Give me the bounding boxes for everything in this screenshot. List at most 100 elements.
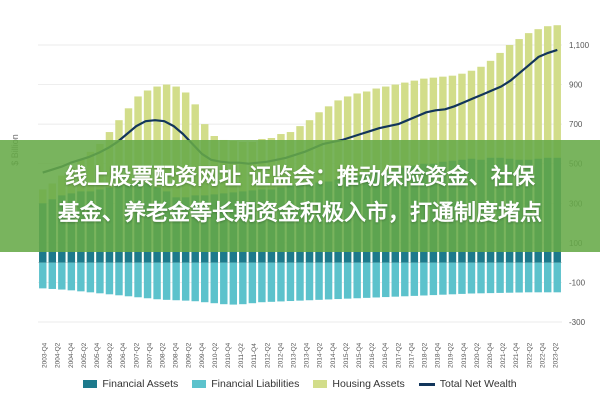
financial-liabilities-bar: [77, 262, 85, 292]
legend-item: Financial Liabilities: [192, 378, 299, 390]
watermark-banner: 线上股票配资网址 证监会：推动保险资金、社保 基金、养老金等长期资金积极入市，打…: [0, 140, 600, 252]
x-tick-label: 2012-Q4: [277, 342, 284, 368]
banner-text: 线上股票配资网址 证监会：推动保险资金、社保 基金、养老金等长期资金积极入市，打…: [46, 160, 554, 232]
financial-liabilities-bar: [543, 262, 552, 293]
x-tick-label: 2005-Q4: [94, 342, 101, 368]
x-tick-label: 2019-Q2: [448, 342, 455, 368]
financial-liabilities-bar: [153, 262, 161, 300]
legend-label: Housing Assets: [332, 378, 405, 390]
x-tick-label: 2020-Q4: [487, 342, 494, 368]
financial-liabilities-bar: [353, 262, 361, 299]
financial-liabilities-bar: [362, 262, 371, 298]
x-tick-label: 2004-Q2: [55, 342, 62, 368]
financial-liabilities-bar: [439, 262, 447, 295]
x-tick-label: 2022-Q2: [526, 342, 533, 368]
y-tick-label: -100: [569, 278, 586, 287]
banner-line-2: 基金、养老金等长期资金积极入市，打通制度堵点: [57, 201, 542, 226]
financial-liabilities-bar: [496, 262, 504, 293]
legend-swatch: [313, 380, 328, 388]
y-tick-label: 1,100: [569, 41, 590, 50]
x-tick-label: 2014-Q2: [317, 342, 324, 368]
x-tick-label: 2003-Q4: [42, 342, 49, 368]
financial-liabilities-bar: [115, 262, 123, 296]
financial-liabilities-bar: [134, 262, 142, 298]
financial-liabilities-bar: [458, 262, 466, 294]
x-tick-label: 2013-Q2: [290, 342, 297, 368]
financial-liabilities-bar: [324, 262, 333, 300]
x-tick-label: 2014-Q4: [330, 342, 337, 368]
x-tick-label: 2006-Q4: [120, 342, 127, 368]
financial-liabilities-bar: [96, 262, 104, 294]
legend-swatch: [83, 380, 98, 388]
x-axis-ticks: 2003-Q4 2004-Q2 2004-Q4 2005-Q2 2005-Q4 2006-…: [42, 342, 560, 368]
financial-liabilities-bar: [429, 262, 438, 296]
legend-swatch: [192, 380, 207, 388]
x-tick-label: 2017-Q4: [408, 342, 415, 368]
x-tick-label: 2008-Q2: [159, 342, 166, 368]
chart-legend: Financial Assets Financial Liabilities Hou…: [0, 376, 600, 392]
x-tick-label: 2015-Q4: [356, 342, 363, 368]
x-tick-label: 2011-Q2: [238, 343, 245, 368]
financial-liabilities-bar: [401, 262, 409, 297]
x-tick-label: 2021-Q2: [500, 342, 507, 368]
financial-liabilities-bar: [143, 262, 152, 299]
x-tick-label: 2007-Q2: [133, 342, 140, 368]
x-tick-label: 2009-Q2: [186, 342, 193, 368]
financial-liabilities-bar: [372, 262, 380, 298]
legend-label: Financial Assets: [102, 378, 179, 390]
financial-liabilities-bar: [343, 262, 352, 299]
x-tick-label: 2018-Q4: [435, 342, 442, 368]
financial-liabilities-bar: [524, 262, 533, 293]
x-tick-label: 2021-Q4: [513, 342, 520, 368]
x-tick-label: 2007-Q4: [146, 342, 153, 368]
financial-liabilities-bar: [124, 262, 133, 297]
x-tick-label: 2022-Q4: [539, 342, 546, 368]
financial-liabilities-bar: [515, 262, 523, 293]
x-tick-label: 2009-Q4: [199, 342, 206, 368]
financial-liabilities-bar: [467, 262, 476, 294]
financial-liabilities-bar: [172, 262, 180, 301]
financial-liabilities-bar: [201, 262, 209, 303]
x-tick-label: 2020-Q2: [474, 342, 481, 368]
x-tick-label: 2010-Q4: [225, 342, 232, 368]
financial-liabilities-bar: [191, 262, 199, 302]
x-tick-label: 2004-Q4: [68, 342, 75, 368]
legend-item: Total Net Wealth: [418, 378, 517, 390]
x-tick-label: 2023-Q2: [552, 342, 559, 368]
x-tick-label: 2008-Q4: [173, 342, 180, 368]
financial-liabilities-bar: [58, 262, 66, 290]
financial-liabilities-bar: [267, 262, 276, 302]
x-tick-label: 2012-Q2: [264, 342, 271, 368]
financial-liabilities-bar: [277, 262, 285, 302]
legend-label: Total Net Wealth: [439, 378, 517, 390]
legend-item: Financial Assets: [83, 378, 178, 390]
legend-label: Financial Liabilities: [211, 378, 300, 390]
financial-liabilities-bar: [382, 262, 390, 298]
y-tick-label: -300: [569, 318, 586, 327]
financial-liabilities-bar: [305, 262, 314, 301]
financial-liabilities-bar: [162, 262, 171, 300]
financial-liabilities-bar: [477, 262, 485, 294]
financial-liabilities-bar: [420, 262, 428, 296]
financial-liabilities-bar: [391, 262, 399, 297]
x-tick-label: 2010-Q2: [212, 342, 219, 368]
financial-liabilities-bar: [553, 262, 561, 293]
financial-liabilities-bar: [286, 262, 295, 302]
x-tick-label: 2016-Q2: [369, 342, 376, 368]
financial-liabilities-bar: [220, 262, 228, 305]
financial-liabilities-bar: [334, 262, 342, 300]
x-tick-label: 2005-Q2: [81, 342, 88, 368]
financial-liabilities-bar: [239, 262, 247, 305]
financial-liabilities-bar: [410, 262, 419, 296]
financial-liabilities-bar: [67, 262, 76, 291]
y-tick-label: 900: [569, 81, 583, 90]
financial-liabilities-bar: [258, 262, 266, 303]
financial-liabilities-bar: [486, 262, 495, 294]
financial-liabilities-bar: [315, 262, 323, 300]
financial-liabilities-bar: [210, 262, 218, 304]
financial-liabilities-bar: [296, 262, 304, 301]
financial-liabilities-bar: [505, 262, 514, 293]
legend-item: Housing Assets: [313, 378, 405, 390]
x-tick-label: 2011-Q4: [251, 343, 258, 368]
financial-liabilities-bar: [229, 262, 238, 305]
